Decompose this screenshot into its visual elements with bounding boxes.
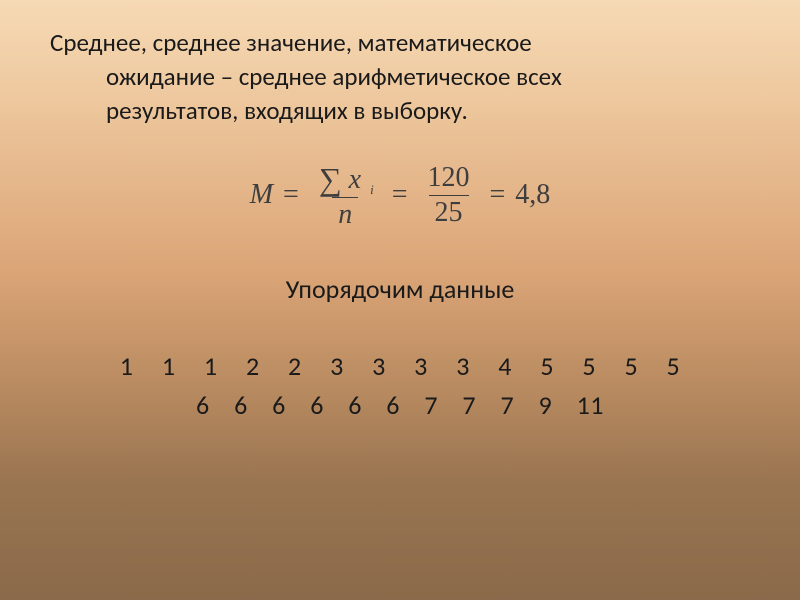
numerator-120: 120	[422, 163, 476, 194]
formula-result: 4,8	[515, 179, 550, 211]
slide: Среднее, среднее значение, математическо…	[0, 0, 800, 600]
fraction-sum-over-n: ∑ x i n	[309, 161, 382, 229]
definition-line-2: ожидание – среднее арифметическое всех	[50, 60, 750, 94]
equals-1: =	[281, 179, 301, 211]
formula-x: x	[349, 164, 361, 195]
denominator-25: 25	[429, 195, 469, 227]
subheading-ordered-data: Упорядочим данные	[50, 273, 750, 305]
equals-2: =	[390, 179, 410, 211]
mean-formula: M = ∑ x i n = 120 25 = 4,8	[50, 161, 750, 229]
definition-line-3: результатов, входящих в выборку.	[50, 94, 750, 128]
subscript-i: i	[370, 182, 374, 197]
formula-n: n	[332, 197, 358, 229]
definition-text: Среднее, среднее значение, математическо…	[50, 26, 750, 127]
definition-line-1: Среднее, среднее значение, математическо…	[50, 27, 532, 58]
sigma-symbol: ∑	[319, 161, 342, 197]
ordered-data-values: 1 1 1 2 2 3 3 3 3 4 5 5 5 5 6 6 6 6 6 6 …	[50, 347, 750, 425]
formula-M: M	[250, 179, 273, 211]
fraction-120-over-25: 120 25	[418, 163, 480, 227]
data-row-2: 6 6 6 6 6 6 7 7 7 9 11	[50, 386, 750, 425]
data-row-1: 1 1 1 2 2 3 3 3 3 4 5 5 5 5	[50, 347, 750, 386]
equals-3: =	[488, 179, 508, 211]
